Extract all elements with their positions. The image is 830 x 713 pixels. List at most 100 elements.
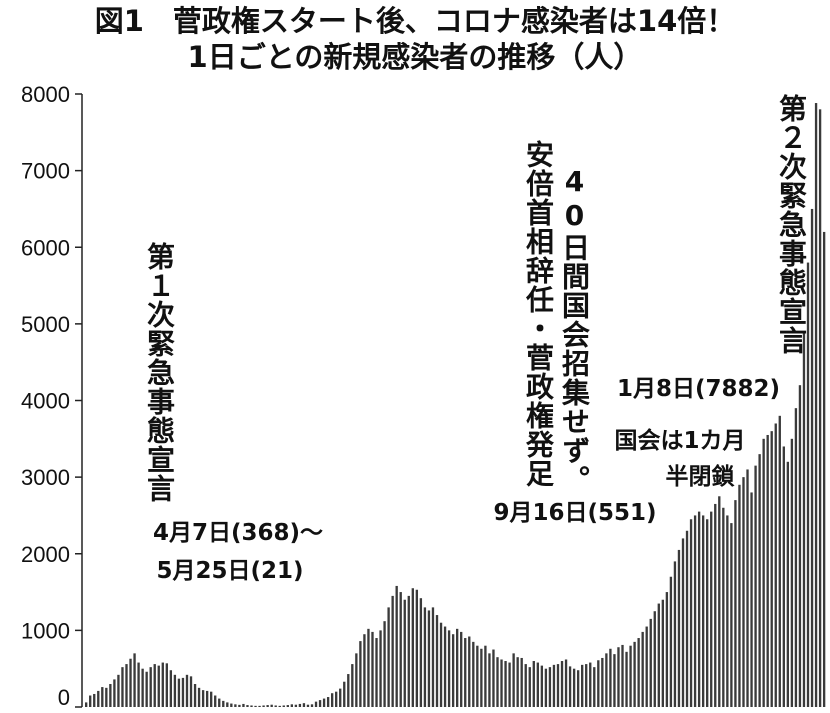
bar xyxy=(589,662,592,707)
bar xyxy=(564,659,568,707)
diet-half-closed-line2: 半閉鎖 xyxy=(665,464,735,490)
bar xyxy=(649,618,652,707)
bar xyxy=(629,645,632,707)
bar xyxy=(351,664,354,707)
bar xyxy=(278,705,281,707)
bar xyxy=(593,667,596,707)
bar xyxy=(105,687,108,707)
bar xyxy=(423,607,427,707)
bar xyxy=(806,262,810,707)
bar xyxy=(641,631,644,707)
bar xyxy=(568,666,572,707)
bar xyxy=(576,670,580,707)
bar xyxy=(556,664,560,707)
bar xyxy=(121,667,124,707)
bar xyxy=(472,641,475,707)
y-tick-label: 1000 xyxy=(21,618,70,643)
bar xyxy=(504,661,507,707)
bar xyxy=(383,621,386,707)
bar xyxy=(145,671,148,707)
bar xyxy=(621,644,624,707)
bar xyxy=(669,576,673,707)
bar xyxy=(262,705,265,707)
bar xyxy=(266,705,269,707)
y-tick-label: 8000 xyxy=(21,82,70,107)
bar xyxy=(302,703,306,707)
bar xyxy=(343,681,346,707)
bar xyxy=(617,647,620,707)
diet-not-convened-label: 40日間国会招集せず。 xyxy=(558,165,591,494)
bar xyxy=(137,662,140,707)
y-tick-label: 5000 xyxy=(21,312,70,337)
bar xyxy=(548,667,552,707)
bar xyxy=(238,704,241,707)
bar xyxy=(726,515,729,707)
bar xyxy=(552,664,556,707)
bar xyxy=(250,705,253,707)
bar xyxy=(451,634,455,707)
bar xyxy=(754,465,757,707)
bar xyxy=(657,603,660,707)
abe-resignation-label: 安倍首相辞任・菅政権発足 xyxy=(522,140,555,488)
bar xyxy=(427,610,431,707)
bar xyxy=(689,519,693,707)
bar xyxy=(758,454,761,707)
bar xyxy=(310,704,314,707)
first-emergency-declaration-label: 第１次緊急事態宣言 xyxy=(143,242,176,503)
bar xyxy=(322,698,326,707)
bar xyxy=(193,684,197,707)
bar xyxy=(520,657,523,707)
bar xyxy=(714,503,717,707)
bar xyxy=(258,705,261,707)
bar xyxy=(371,631,374,707)
bar xyxy=(625,651,628,707)
bar xyxy=(173,674,177,707)
bar xyxy=(391,595,394,707)
bar xyxy=(581,664,584,707)
bar xyxy=(734,500,737,707)
first-declaration-end-date: 5月25日(21) xyxy=(156,558,304,584)
bar xyxy=(359,641,362,707)
bar xyxy=(706,519,709,707)
bar xyxy=(330,693,334,707)
bar xyxy=(435,615,439,707)
bar xyxy=(697,511,701,707)
y-axis: 0 1000 2000 3000 4000 5000 6000 7000 8000 xyxy=(21,82,83,710)
bar xyxy=(89,695,92,707)
bar xyxy=(210,691,213,707)
bar xyxy=(524,664,527,707)
bar xyxy=(750,492,753,707)
bar xyxy=(169,670,173,707)
bar xyxy=(141,668,144,707)
bar xyxy=(290,704,293,707)
bar xyxy=(165,663,168,707)
bar xyxy=(318,700,322,707)
bar xyxy=(544,668,548,707)
bar xyxy=(411,588,414,707)
bar xyxy=(798,385,802,707)
bar xyxy=(738,484,741,707)
bar xyxy=(585,664,588,707)
bar xyxy=(326,697,330,707)
bar xyxy=(306,704,310,707)
bar xyxy=(718,496,721,707)
suga-start-date: 9月16日(551) xyxy=(493,500,657,526)
bar xyxy=(181,677,185,707)
y-tick-label: 3000 xyxy=(21,465,70,490)
bar xyxy=(633,641,636,707)
y-tick-label: 2000 xyxy=(21,542,70,567)
bar xyxy=(197,687,201,707)
bar xyxy=(117,674,120,707)
bar xyxy=(185,674,189,707)
bar xyxy=(339,688,342,707)
bar xyxy=(722,507,725,707)
bar xyxy=(85,702,88,707)
bar xyxy=(778,415,781,707)
bar xyxy=(665,592,669,707)
bar xyxy=(746,469,749,707)
bar xyxy=(230,703,233,707)
bar xyxy=(177,678,181,707)
bar xyxy=(294,704,298,707)
bar xyxy=(161,662,164,707)
